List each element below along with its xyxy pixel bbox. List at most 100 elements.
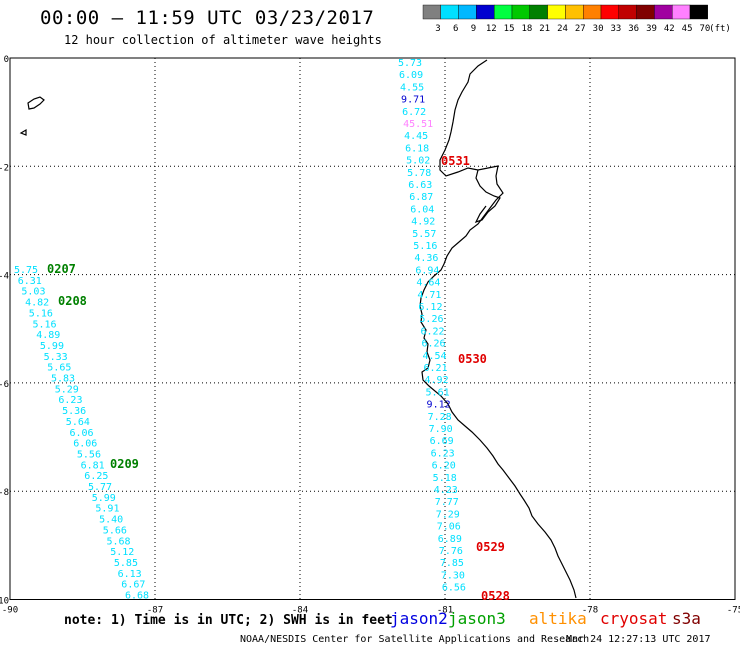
color-swatch [511,4,530,20]
wave-height-label: 7.77 [435,497,459,508]
wave-height-label: 5.91 [95,504,119,515]
wave-height-label: 6.18 [405,143,429,154]
color-swatch [529,4,548,20]
island-galapagos [27,96,45,110]
wave-height-label: 5.56 [77,449,101,460]
wave-height-label: 6.06 [73,439,97,450]
satellite-legend-jason2: jason2 [390,609,448,628]
wave-height-label: 6.23 [431,448,455,459]
pass-time-label: 0530 [458,352,487,366]
satellite-legend-jason3: jason3 [448,609,506,628]
wave-height-label: 5.12 [110,547,134,558]
wave-height-label: 45.51 [403,119,433,130]
color-scale-label: 45 [682,24,693,34]
y-tick-label: 0 [4,55,9,65]
wave-height-label: 5.16 [29,308,53,319]
wave-height-label: 5.65 [47,363,71,374]
wave-height-label: 4.89 [36,330,60,341]
pass-time-labels: 0207 0208 0209 0531 0530 0529 0528 [47,154,510,603]
wave-height-label: 5.85 [114,558,138,569]
color-scale-label: 30 [593,24,604,34]
x-tick-label: -90 [2,606,18,616]
wave-height-label: 5.36 [62,406,86,417]
color-scale-label: 9 [471,24,476,34]
wave-height-label: 6.20 [432,461,456,472]
wave-height-label: 6.04 [410,204,434,215]
color-swatch [547,4,566,20]
x-tick-label: -84 [292,606,308,616]
wave-height-label: 9.71 [401,95,425,106]
wave-height-label: 7.76 [439,546,463,557]
wave-height-label: 5.16 [33,319,57,330]
wave-height-label: 4.45 [404,131,428,142]
color-swatch [618,4,637,20]
wave-height-label: 5.77 [88,482,112,493]
wave-height-label: 6.26 [421,339,445,350]
wave-height-label: 5.68 [107,536,131,547]
wave-height-label: 4.92 [425,375,449,386]
satellite-legend-s3a: s3a [672,609,701,628]
wave-height-label: 6.63 [408,180,432,191]
wave-height-label: 7.28 [428,412,452,423]
y-tick-label: -2 [0,163,9,173]
wave-height-label: 5.29 [55,384,79,395]
color-scale-label: 36 [628,24,639,34]
x-tick-label: -75 [727,606,740,616]
wave-height-label: 5.66 [103,525,127,536]
wave-height-label: 6.06 [70,428,94,439]
color-swatch [494,4,513,20]
color-scale-label: 21 [539,24,550,34]
x-tick-label: -87 [147,606,163,616]
pass-time-label: 0208 [58,294,87,308]
wave-height-label: 7.06 [437,522,461,533]
coastline [19,59,577,599]
color-scale-label: 42 [664,24,675,34]
coastline-south-america [419,59,577,599]
wave-height-label: 4.54 [422,351,446,362]
x-tick-label: -81 [437,606,453,616]
wave-height-label: 5.99 [92,493,116,504]
wave-height-label: 6.89 [438,534,462,545]
wave-height-label: 7.90 [429,424,453,435]
map-title: 00:00 – 11:59 UTC 03/23/2017 [40,7,375,29]
wave-height-label: 5.02 [406,156,430,167]
color-scale-label: 24 [557,24,568,34]
wave-height-label: 6.69 [430,436,454,447]
wave-height-label: 6.12 [418,302,442,313]
wave-height-label: 6.72 [402,107,426,118]
color-scale-label: 15 [504,24,515,34]
wave-height-label: 4.55 [400,82,424,93]
wave-height-label: 6.81 [81,460,105,471]
color-scale-label: 3 [435,24,440,34]
color-swatch [672,4,691,20]
map-subtitle: 12 hour collection of altimeter wave hei… [64,33,382,47]
color-scale-unit: (ft) [709,24,731,34]
color-scale-label: 6 [453,24,458,34]
wave-height-label: 4.82 [25,298,49,309]
wave-height-label: 5.57 [412,229,436,240]
pass-time-label: 0207 [47,262,76,276]
wave-height-label: 4.23 [434,485,458,496]
wave-height-label: 6.21 [424,363,448,374]
map-frame [9,57,736,600]
color-swatch [600,4,619,20]
wave-height-label: 6.13 [118,569,142,580]
wave-height-label: 5.03 [21,287,45,298]
wave-height-label: 6.94 [415,265,439,276]
wave-height-label: 6.67 [121,580,145,591]
wave-height-label: 6.31 [18,276,42,287]
pass-time-label: 0528 [481,589,510,603]
wave-height-label: 4.71 [417,290,441,301]
wave-height-label: 5.73 [398,58,422,69]
wave-height-label: 5.18 [433,473,457,484]
y-tick-label: -4 [0,272,9,282]
satellite-legend-altika: altika [529,609,587,628]
color-scale-legend: 3 6 9 12 15 18 21 24 27 30 33 36 39 42 45 70(ft) [422,4,731,34]
pass-time-label: 0209 [110,457,139,471]
coastline-gulf-inlet [474,169,501,224]
color-swatch [422,4,441,20]
footer-credit: NOAA/NESDIS Center for Satellite Applica… [240,634,590,645]
color-scale-label: 33 [610,24,621,34]
wave-height-label: 5.61 [426,387,450,398]
